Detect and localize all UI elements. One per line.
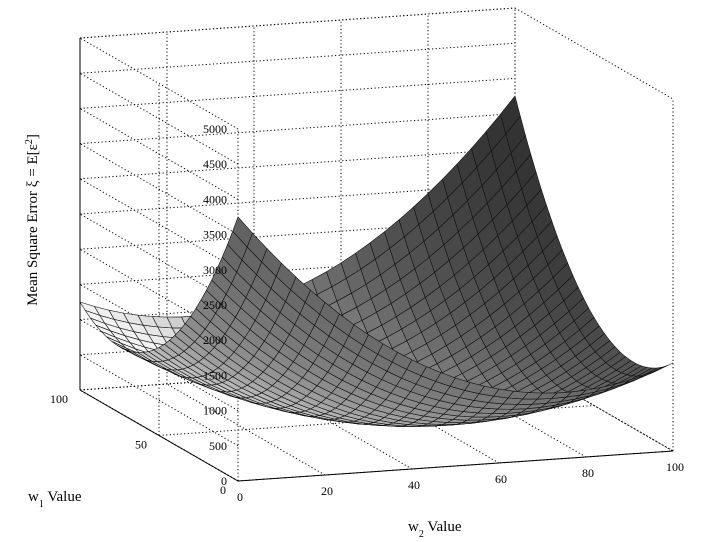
box-top-right-edge xyxy=(514,7,674,100)
z-tick-label: 4000 xyxy=(203,192,227,206)
z-gridline-back-wall xyxy=(79,253,516,285)
y-axis-label-base: w xyxy=(408,519,419,535)
z-tick-label: 3000 xyxy=(203,263,227,277)
z-axis-label-text: Mean Square Error ξ = E[ε xyxy=(25,144,41,306)
x-axis-label-rest: Value xyxy=(44,489,82,505)
tick-labels: 0500100015002000250030003500400045005000… xyxy=(50,122,684,504)
w2-tick-label: 60 xyxy=(495,472,507,486)
z-tick-label: 5000 xyxy=(203,122,227,136)
z-gridline-back-wall xyxy=(79,218,516,250)
z-gridline-back-wall xyxy=(79,289,516,321)
z-tick-label: 500 xyxy=(209,439,227,453)
z-gridline-left-wall xyxy=(79,354,239,447)
z-tick-label: 1500 xyxy=(203,368,227,382)
z-gridline-back-wall xyxy=(79,77,516,109)
z-tick-label: 2000 xyxy=(203,333,227,347)
z-gridline-back-wall xyxy=(79,183,516,215)
z-gridline-left-wall xyxy=(79,72,239,165)
z-tick-label: 0 xyxy=(221,474,227,488)
mesh-cell xyxy=(653,362,674,373)
z-tick-label: 3500 xyxy=(203,228,227,242)
x-axis-label-base: w xyxy=(28,489,39,505)
z-axis-label-close: ] xyxy=(25,134,41,139)
z-gridline-back-wall xyxy=(79,42,516,74)
z-gridline-back-wall xyxy=(79,113,516,145)
w1-tick-label: 50 xyxy=(135,438,147,452)
y-axis-label: w2 Value xyxy=(408,519,462,540)
z-tick-label: 4500 xyxy=(203,157,227,171)
x-axis-label: w1 Value xyxy=(28,489,82,510)
z-gridline-left-wall xyxy=(79,178,239,271)
surface-mesh xyxy=(79,95,674,427)
z-gridline-left-wall xyxy=(79,37,239,130)
z-gridline-left-wall xyxy=(79,213,239,306)
w2-tick-label: 80 xyxy=(582,466,594,480)
w2-tick-label: 20 xyxy=(321,484,333,498)
z-gridline-back-wall xyxy=(79,7,516,39)
x-axis-label-sub: 1 xyxy=(39,499,44,510)
w2-tick-label: 100 xyxy=(666,460,684,474)
w2-tick-label: 40 xyxy=(408,478,420,492)
grid-layer xyxy=(79,7,674,482)
w1-gridline-floor xyxy=(158,405,595,436)
z-tick-label: 1000 xyxy=(203,404,227,418)
z-gridline-left-wall xyxy=(79,143,239,236)
y-axis-label-sub: 2 xyxy=(419,529,424,540)
w1-gridline-floor xyxy=(237,450,674,482)
z-gridline-back-wall xyxy=(79,148,516,180)
y-axis-label-rest: Value xyxy=(424,519,462,535)
w2-tick-label: 0 xyxy=(237,490,243,504)
w1-tick-label: 100 xyxy=(50,392,68,406)
z-tick-label: 2500 xyxy=(203,298,227,312)
w1-tick-label: 0 xyxy=(220,483,226,497)
w1-gridline-floor xyxy=(79,359,516,391)
z-axis-label: Mean Square Error ξ = E[ε2] xyxy=(24,134,42,306)
z-axis-label-sup: 2 xyxy=(24,139,35,144)
